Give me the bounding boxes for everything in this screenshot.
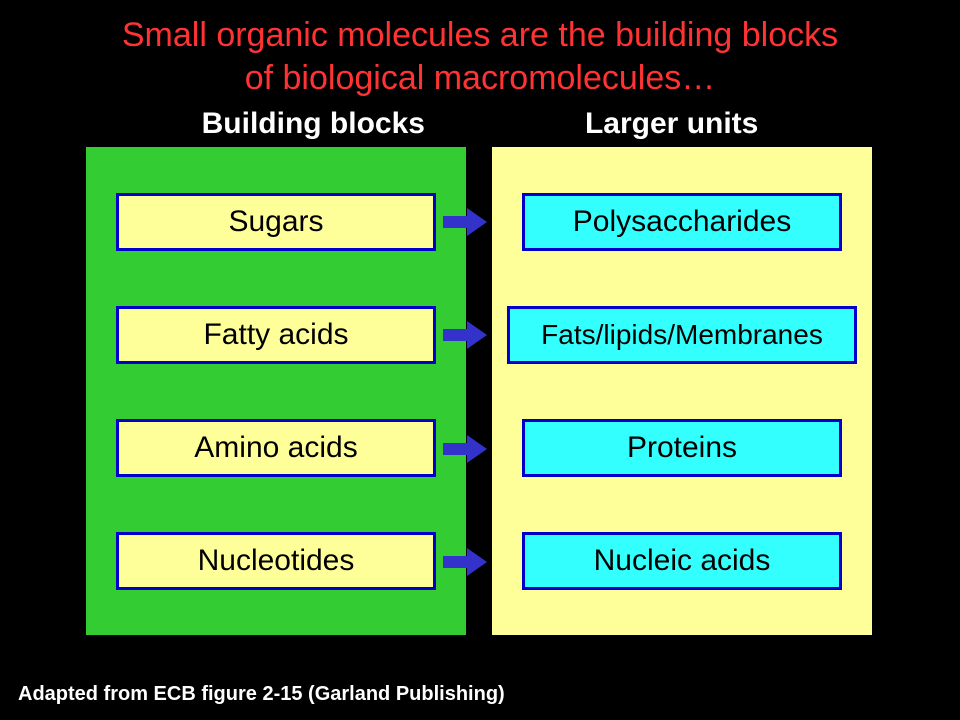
arrow-icon	[443, 327, 487, 343]
arrow-icon	[443, 441, 487, 457]
larger-units-column: Polysaccharides Fats/lipids/Membranes Pr…	[492, 147, 872, 635]
box-proteins: Proteins	[522, 419, 842, 477]
building-blocks-column: Sugars Fatty acids Amino acids Nucleotid…	[86, 147, 466, 635]
header-left: Building blocks	[202, 107, 425, 141]
box-polysaccharides: Polysaccharides	[522, 193, 842, 251]
arrow-icon	[443, 214, 487, 230]
arrow-column	[430, 147, 500, 637]
diagram-columns: Sugars Fatty acids Amino acids Nucleotid…	[0, 147, 960, 637]
column-headers: Building blocks Larger units	[0, 107, 960, 141]
title-line-2: of biological macromolecules…	[0, 57, 960, 100]
box-fatty-acids: Fatty acids	[116, 306, 436, 364]
box-nucleic-acids: Nucleic acids	[522, 532, 842, 590]
box-fats-lipids-membranes: Fats/lipids/Membranes	[507, 306, 857, 364]
header-right: Larger units	[585, 107, 758, 141]
box-amino-acids: Amino acids	[116, 419, 436, 477]
title-line-1: Small organic molecules are the building…	[0, 14, 960, 57]
box-sugars: Sugars	[116, 193, 436, 251]
box-nucleotides: Nucleotides	[116, 532, 436, 590]
arrow-icon	[443, 554, 487, 570]
slide-title: Small organic molecules are the building…	[0, 0, 960, 99]
attribution-footer: Adapted from ECB figure 2-15 (Garland Pu…	[18, 683, 505, 706]
